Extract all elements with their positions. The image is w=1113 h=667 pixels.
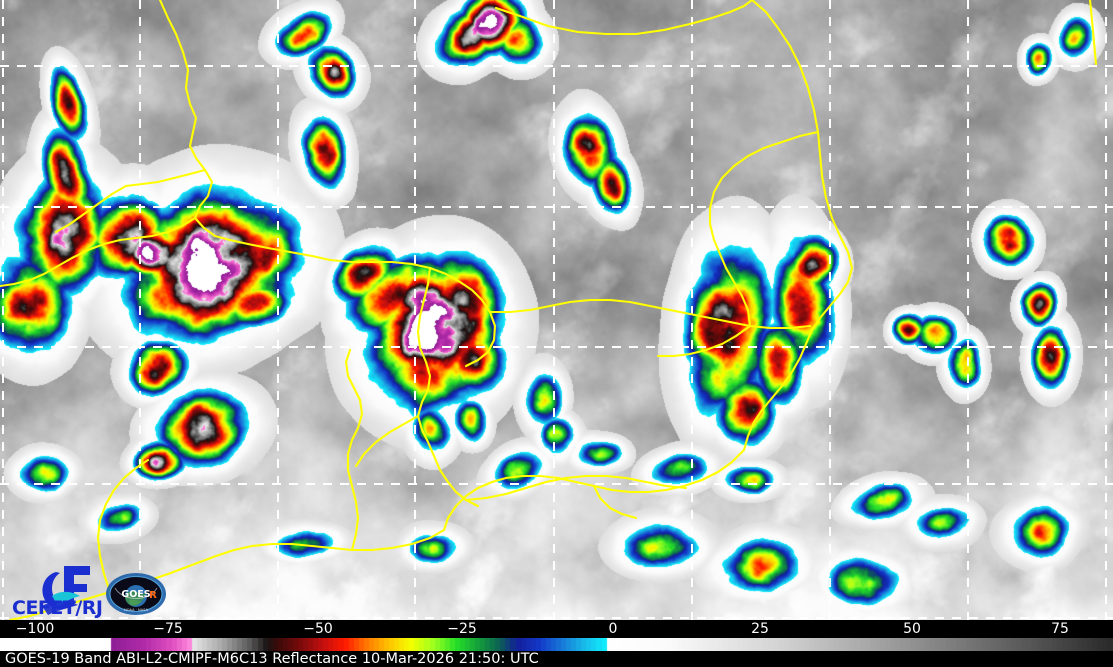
border-path (442, 448, 746, 532)
svg-text:NOAA · NASA: NOAA · NASA (124, 608, 148, 612)
border-path (8, 566, 186, 620)
border-path (1088, 0, 1098, 66)
border-path (488, 298, 812, 330)
satellite-image-pane: CEFET/RJ GOES R NOAA · NASA (0, 0, 1113, 620)
cefet-logo-label: CEFET/RJ (12, 597, 103, 619)
satellite-imagery-canvas (0, 0, 1113, 620)
border-path (118, 216, 197, 242)
colorbar-block: −100 −75 −50 −25 0 25 50 75 GOES-19 Band ABI-L2… (0, 620, 1113, 667)
border-path (416, 266, 480, 508)
border-path (724, 266, 752, 328)
colorbar-tick--75: −75 (153, 621, 183, 637)
lat-lon-gridlines (0, 0, 1113, 620)
goes-r-logo-icon: GOES R NOAA · NASA (106, 573, 166, 615)
colorbar-tick--100: −100 (15, 621, 55, 637)
border-path (494, 0, 754, 36)
border-path (54, 184, 128, 234)
colorbar-tick--25: −25 (447, 621, 477, 637)
product-caption: GOES-19 Band ABI-L2-CMIPF-M6C13 Reflecta… (5, 651, 539, 667)
border-path (158, 0, 497, 368)
cefet-logo-icon (42, 566, 90, 615)
colorbar-tick-50: 50 (903, 621, 921, 637)
border-path (464, 474, 688, 502)
border-path (182, 528, 446, 570)
overlay-vectors (0, 0, 1113, 620)
border-path (124, 168, 207, 188)
border-path (656, 324, 752, 358)
border-path (354, 414, 420, 468)
colorbar-tick-25: 25 (751, 621, 769, 637)
political-borders (0, 0, 1098, 620)
border-path (96, 458, 150, 594)
colorbar-tick-labels: −100 −75 −50 −25 0 25 50 75 (0, 620, 1113, 638)
svg-text:R: R (149, 590, 157, 601)
colorbar-tick-75: 75 (1051, 621, 1069, 637)
border-path (750, 0, 854, 270)
border-path (592, 484, 638, 520)
colorbar-gradient (0, 638, 1113, 651)
colorbar-tick--50: −50 (303, 621, 333, 637)
colorbar-tick-0: 0 (608, 621, 618, 637)
border-path (0, 238, 122, 288)
svg-text:GOES: GOES (121, 589, 150, 600)
border-path (742, 266, 854, 452)
border-path (708, 130, 820, 270)
border-path (344, 348, 364, 552)
